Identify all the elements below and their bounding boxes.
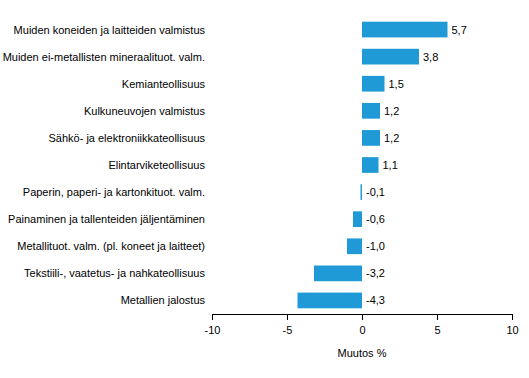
category-label: Sähkö- ja elektroniikkateollisuus [48, 132, 205, 144]
bar [362, 157, 379, 173]
data-label: 1,2 [384, 105, 399, 117]
category-label: Painaminen ja tallenteiden jäljentäminen [8, 213, 205, 225]
data-label: 1,2 [384, 132, 399, 144]
labels: Muiden koneiden ja laitteiden valmistus 5… [3, 24, 467, 307]
tick [437, 314, 438, 320]
bar [347, 238, 362, 254]
data-label: 3,8 [423, 51, 438, 63]
tick [362, 314, 363, 320]
data-label: 5,7 [452, 24, 467, 36]
data-label: -1,0 [366, 240, 385, 252]
category-label: Elintarviketeollisuus [108, 159, 205, 171]
data-label: -4,3 [366, 294, 385, 306]
tick [512, 314, 513, 320]
bars [298, 22, 448, 309]
tick-label: 0 [359, 324, 365, 336]
bar [353, 211, 362, 227]
bar [362, 22, 448, 38]
data-label: 1,5 [389, 78, 404, 90]
axis-title: Muutos % [338, 347, 387, 359]
tick-label: 10 [506, 324, 518, 336]
data-label: -0,6 [366, 213, 385, 225]
category-label: Kemianteollisuus [122, 78, 206, 90]
data-label: 1,1 [383, 159, 398, 171]
chart: Muiden koneiden ja laitteiden valmistus 5… [0, 0, 529, 378]
tick [287, 314, 288, 320]
tick-label: 5 [434, 324, 440, 336]
category-label: Metallituot. valm. (pl. koneet ja laitte… [17, 240, 205, 252]
tick-label: -5 [283, 324, 293, 336]
category-label: Paperin, paperi- ja kartonkituot. valm. [23, 186, 205, 198]
data-label: -0,1 [366, 186, 385, 198]
bar [362, 76, 385, 92]
category-label: Muiden koneiden ja laitteiden valmistus [14, 24, 206, 36]
category-label: Muiden ei-metallisten mineraalituot. val… [3, 51, 205, 63]
bar [314, 266, 362, 282]
category-label: Metallien jalostus [121, 294, 206, 306]
tick-label: -10 [205, 324, 221, 336]
bar [361, 184, 363, 200]
category-label: Tekstiili-, vaatetus- ja nahkateollisuus [24, 267, 205, 279]
category-label: Kulkuneuvojen valmistus [84, 105, 206, 117]
bar [362, 130, 380, 146]
tick [212, 314, 213, 320]
bar [298, 293, 363, 309]
bar [362, 103, 380, 119]
data-label: -3,2 [366, 267, 385, 279]
bar [362, 49, 419, 65]
